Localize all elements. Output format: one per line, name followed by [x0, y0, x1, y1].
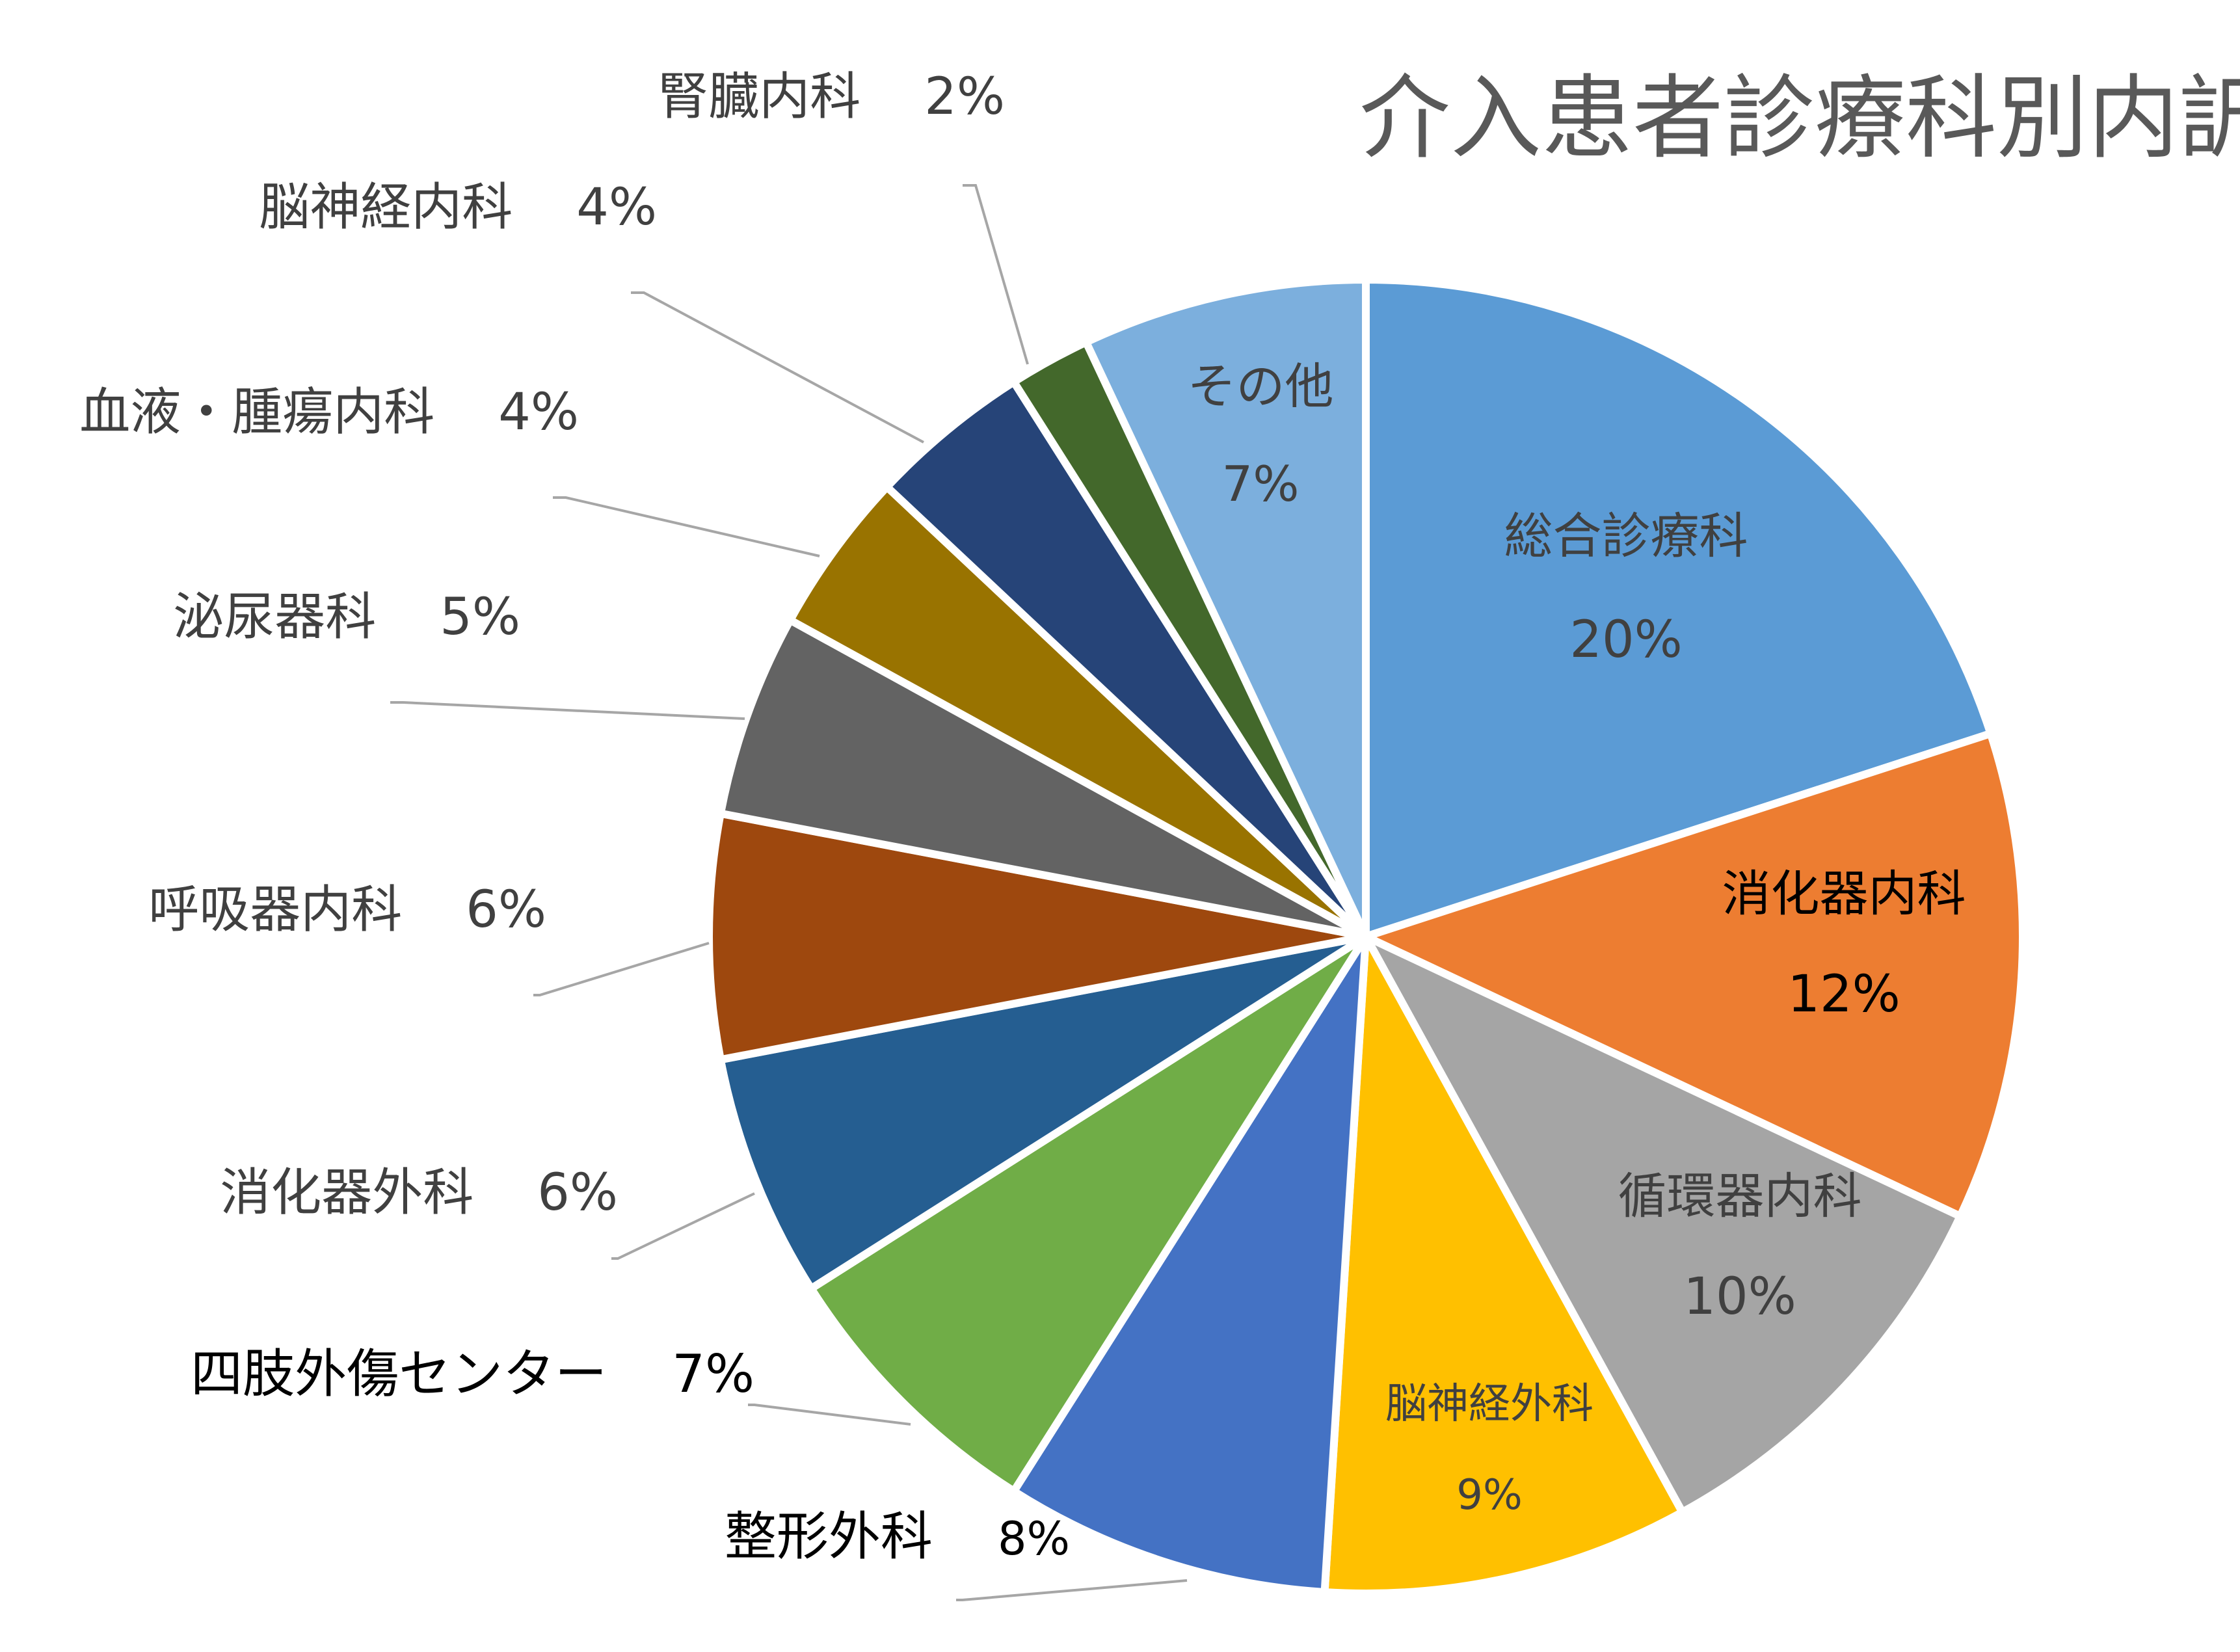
leader-lines — [390, 184, 1188, 1601]
pie-slice — [716, 616, 1370, 940]
slice-value-label: 9% — [1456, 1471, 1523, 1519]
pie-slice — [786, 483, 1370, 940]
pie-slice — [807, 933, 1370, 1495]
slice-label: 消化器内科 — [1722, 865, 1966, 922]
slice-label: 脳神経内科 4% — [259, 178, 657, 237]
slice-label: 消化器外科 6% — [220, 1164, 618, 1222]
slice-value-label: 20% — [1569, 611, 1682, 669]
leader-line — [611, 1192, 755, 1260]
slice-label: 脳神経外科 — [1385, 1380, 1593, 1428]
slice-label: 循環器内科 — [1618, 1167, 1861, 1225]
slice-label: 血液・腫瘍内科 4% — [79, 383, 579, 442]
slice-label: 呼吸器内科 6% — [148, 881, 546, 939]
pie-slice — [883, 378, 1370, 940]
slice-label: 泌尿器科 5% — [173, 588, 520, 646]
leader-line — [956, 1579, 1188, 1601]
leader-line — [390, 701, 745, 720]
leader-line — [631, 291, 924, 444]
slice-value-label: 10% — [1683, 1268, 1796, 1326]
pie-slice — [1362, 933, 1964, 1517]
slice-label: 整形外科 8% — [725, 1506, 1070, 1567]
leader-line — [748, 1404, 911, 1426]
chart-title: 介入患者診療科別内訳 — [1359, 66, 2240, 172]
pie-slice — [1362, 276, 1995, 940]
leader-line — [533, 942, 710, 996]
slice-label: 腎臓内科 2% — [658, 68, 1005, 126]
slice-label: 四肢外傷センター 7% — [191, 1344, 754, 1404]
leader-line — [553, 496, 820, 557]
slice-value-label: 7% — [1222, 455, 1300, 513]
leader-line — [963, 184, 1029, 365]
pie-slice — [1009, 933, 1370, 1597]
pie-slices — [705, 276, 2027, 1597]
slice-value-label: 12% — [1787, 965, 1900, 1024]
data-labels: 総合診療科 20% 消化器内科 12% 循環器内科 10% 脳神経外科 9% 整形外科 8% 四肢… — [79, 68, 1966, 1567]
pie-slice — [1082, 276, 1370, 940]
pie-slice — [1362, 729, 2027, 1221]
slice-label: その他 — [1187, 358, 1333, 415]
pie-slice — [716, 933, 1370, 1293]
slice-label: 総合診療科 — [1504, 507, 1748, 565]
pie-slice — [1320, 933, 1687, 1597]
pie-slice — [705, 809, 1370, 1064]
